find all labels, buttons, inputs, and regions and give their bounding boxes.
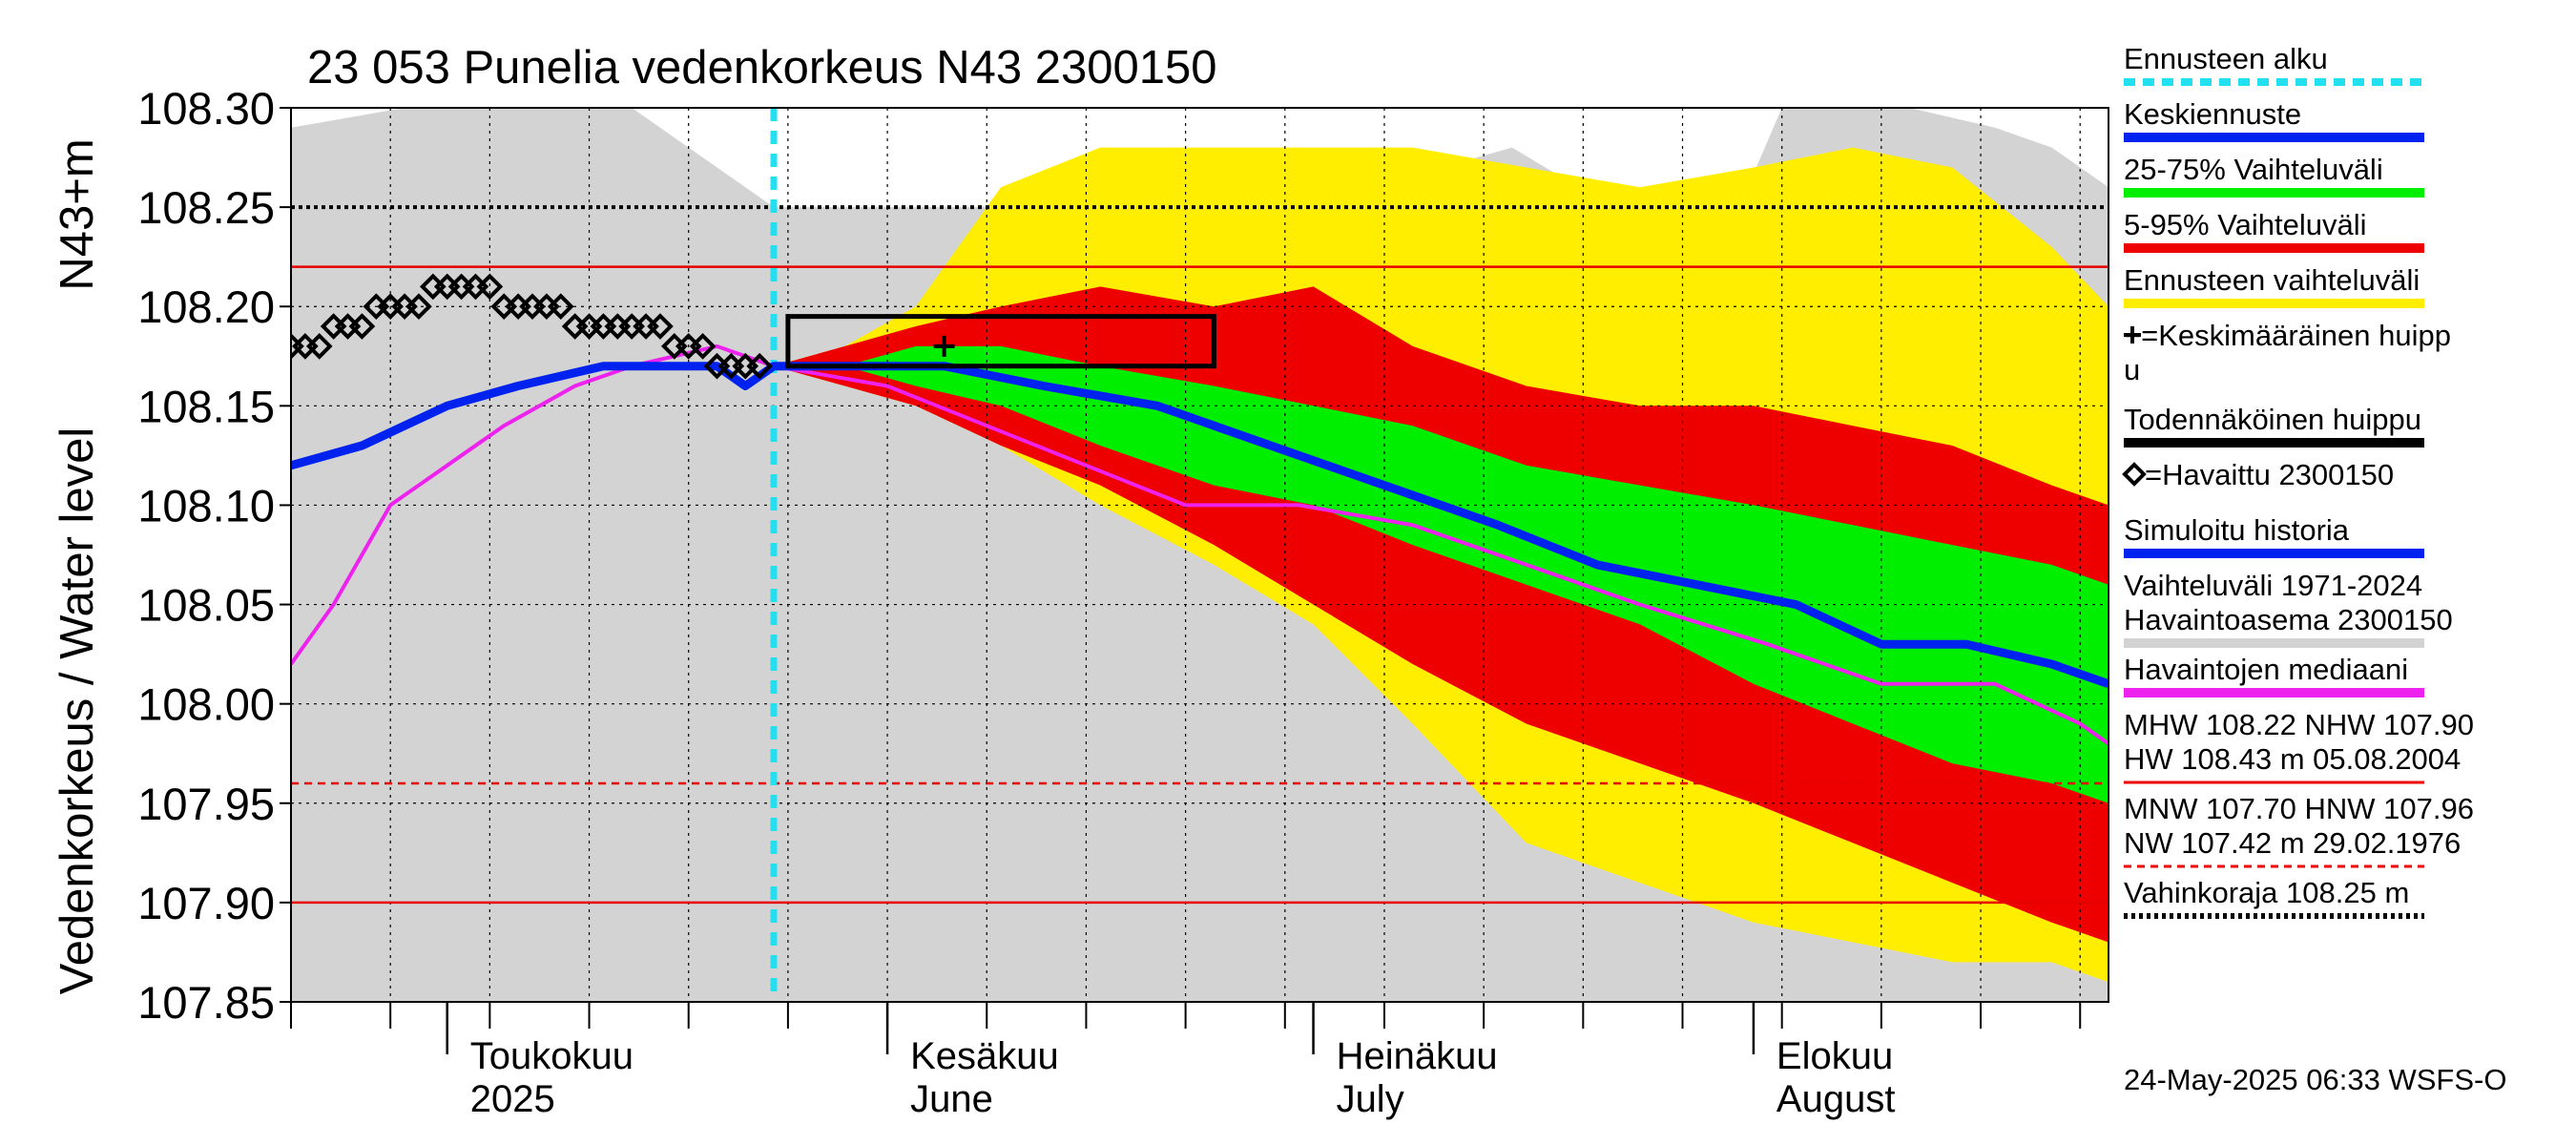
month-label-en: 2025 xyxy=(470,1078,555,1120)
month-label-en: August xyxy=(1776,1078,1896,1120)
y-axis-unit: N43+m xyxy=(52,138,103,290)
series-lines xyxy=(291,314,2109,745)
legend-entry-label: Keskiennuste xyxy=(2124,97,2301,131)
y-tick-label: 108.15 xyxy=(137,381,275,431)
y-tick-label: 108.10 xyxy=(137,480,275,531)
month-label-fi: Toukokuu xyxy=(470,1035,634,1077)
legend-entry-label: Ennusteen alku xyxy=(2124,42,2328,75)
legend-entry-label: Vaihteluväli 1971-2024 xyxy=(2124,569,2422,602)
legend-entry-label: 25-75% Vaihteluväli xyxy=(2124,153,2383,186)
legend-entry-label: HW 108.43 m 05.08.2004 xyxy=(2124,742,2461,776)
series-median-line xyxy=(291,344,2109,745)
legend-entry-label: Havaintojen mediaani xyxy=(2124,653,2408,686)
plot-frame xyxy=(290,107,2109,1003)
month-label-fi: Elokuu xyxy=(1776,1035,1893,1077)
footer-timestamp: 24-May-2025 06:33 WSFS-O xyxy=(2124,1063,2506,1096)
month-label-en: July xyxy=(1337,1078,1404,1120)
legend-entry-label: NW 107.42 m 29.02.1976 xyxy=(2124,826,2461,860)
y-tick-label: 107.85 xyxy=(137,977,275,1028)
observed-point xyxy=(746,352,773,380)
observed-point xyxy=(305,333,333,360)
axes: 108.30 108.25 108.20 108.15 108.10 108.05 108.… xyxy=(137,83,2082,1120)
observed-point xyxy=(547,293,574,321)
plot-area xyxy=(291,108,2109,1002)
chart-title: 23 053 Punelia vedenkorkeus N43 2300150 xyxy=(307,42,1217,94)
legend: Ennusteen alku Keskiennuste 25-75% Vaihtel… xyxy=(2122,42,2474,919)
legend-diamond-symbol xyxy=(2122,462,2147,487)
markers xyxy=(291,273,955,380)
y-tick-label: 108.25 xyxy=(137,182,275,233)
series-mean-forecast-line xyxy=(291,362,2109,689)
observed-point xyxy=(348,313,376,340)
observed-point xyxy=(405,293,432,321)
legend-entry-label: Vahinkoraja 108.25 m xyxy=(2124,876,2409,909)
y-tick-label: 107.90 xyxy=(137,878,275,928)
legend-plus-symbol xyxy=(2124,326,2141,344)
probable-peak-box xyxy=(785,314,1216,369)
legend-entry-label: =Havaittu 2300150 xyxy=(2145,458,2394,491)
month-label-fi: Kesäkuu xyxy=(910,1035,1059,1077)
observed-point xyxy=(689,333,717,360)
legend-entry-label: MHW 108.22 NHW 107.90 xyxy=(2124,708,2474,741)
legend-entry-label: u xyxy=(2124,353,2140,386)
y-tick-label: 107.95 xyxy=(137,779,275,829)
legend-entry-label: Ennusteen vaihteluväli xyxy=(2124,263,2420,297)
legend-entry-label: +=Keskimääräinen huipp xyxy=(2124,319,2451,352)
y-tick-label: 108.00 xyxy=(137,679,275,730)
legend-entry-label: Havaintoasema 2300150 xyxy=(2124,603,2453,636)
observed-point xyxy=(647,313,674,340)
green-25-75-range xyxy=(774,345,2109,803)
y-tick-label: 108.05 xyxy=(137,580,275,631)
mean-peak-marker xyxy=(933,335,955,357)
y-tick-label: 108.30 xyxy=(137,83,275,134)
legend-entry-label: Todennäköinen huippu xyxy=(2124,403,2421,436)
reference-lines xyxy=(291,108,2109,1002)
legend-entry-label: Simuloitu historia xyxy=(2124,513,2350,547)
range-areas xyxy=(291,108,2109,1002)
month-label-en: June xyxy=(910,1078,993,1120)
legend-entry-label: 5-95% Vaihteluväli xyxy=(2124,208,2366,241)
legend-entry-label: MNW 107.70 HNW 107.96 xyxy=(2124,792,2474,825)
observed-point xyxy=(476,273,504,301)
month-label-fi: Heinäkuu xyxy=(1337,1035,1498,1077)
y-tick-label: 108.20 xyxy=(137,281,275,332)
red-5-95-range xyxy=(774,286,2109,943)
y-axis-label: Vedenkorkeus / Water level xyxy=(52,427,103,995)
